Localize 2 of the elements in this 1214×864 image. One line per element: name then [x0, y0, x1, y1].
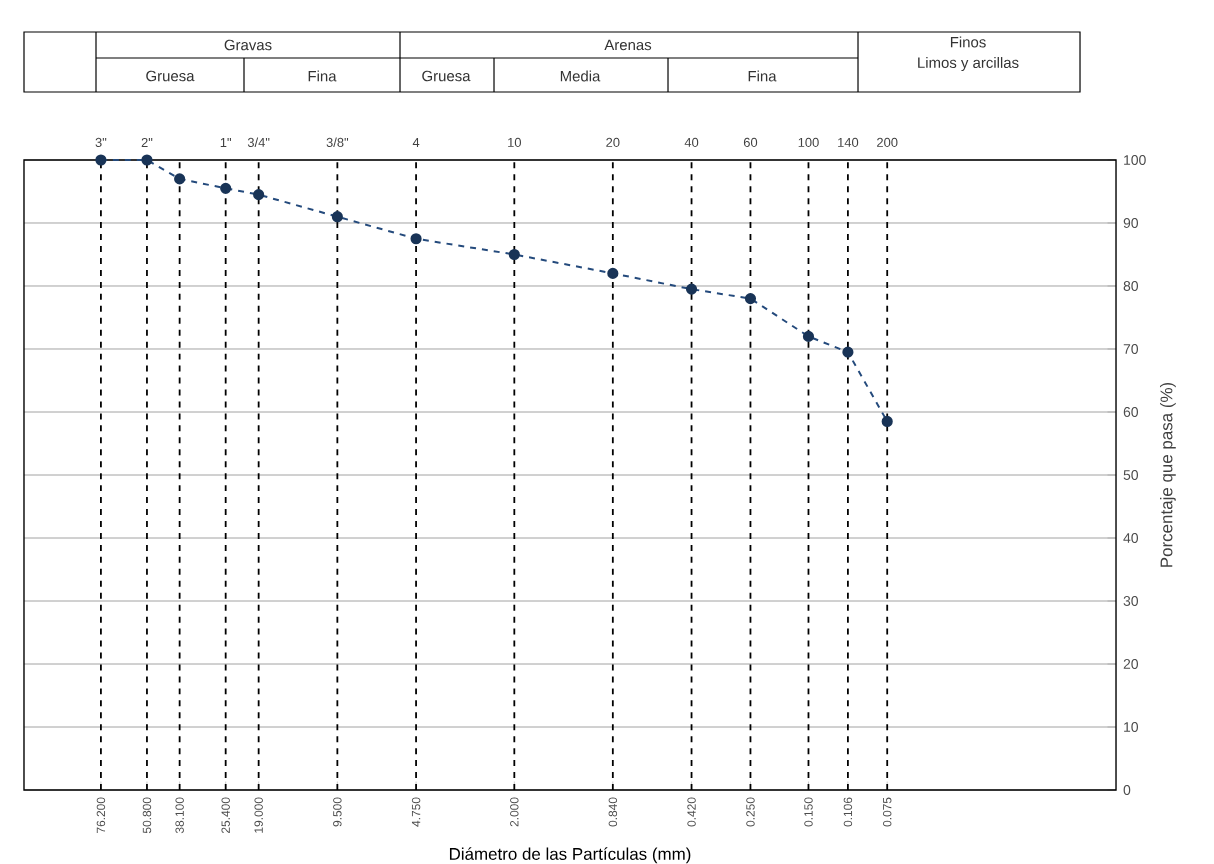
x-axis-title: Diámetro de las Partículas (mm) [449, 847, 691, 864]
y-axis-title: Porcentaje que pasa (%) [1160, 382, 1176, 567]
